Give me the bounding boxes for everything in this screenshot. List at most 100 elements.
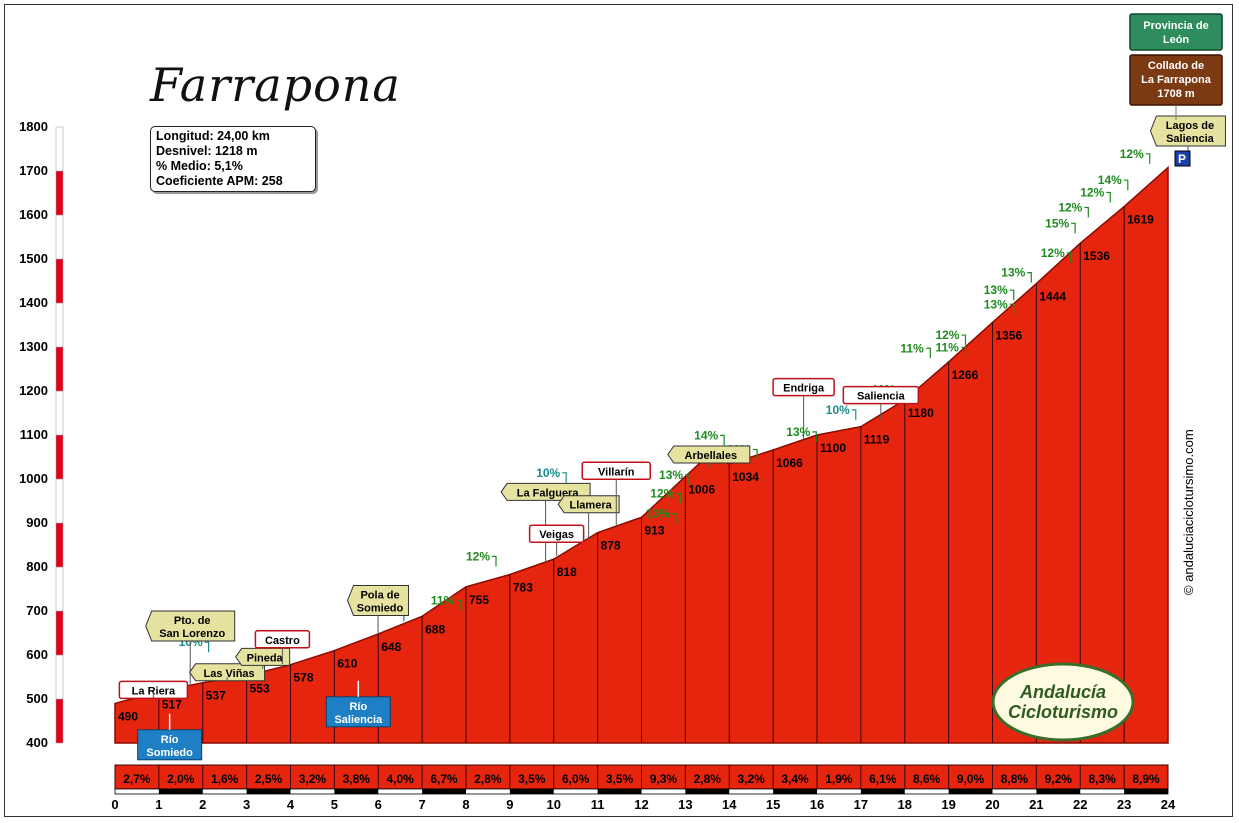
km-ruler-band: [422, 789, 466, 794]
segment-grade-label: 8,6%: [913, 772, 941, 786]
x-tick-label: 2: [199, 797, 206, 812]
place-sign-box: [145, 610, 236, 642]
x-tick-label: 19: [941, 797, 955, 812]
ramp-grade-label: 13%: [984, 297, 1008, 311]
summit-name-text: Collado de: [1148, 60, 1204, 72]
x-tick-label: 1: [155, 797, 162, 812]
km-elevation-label: 913: [645, 523, 665, 537]
km-elevation-label: 517: [162, 698, 182, 712]
km-ruler-band: [773, 789, 817, 794]
place-sign-box: [557, 495, 620, 514]
x-tick-label: 4: [287, 797, 295, 812]
y-scale-band: [55, 302, 64, 348]
x-tick-label: 16: [810, 797, 824, 812]
y-scale-band: [55, 170, 64, 216]
ramp-arrow: [1027, 272, 1032, 283]
ramp-arrow: [851, 409, 857, 420]
km-elevation-label: 1266: [952, 368, 979, 382]
ramp-arrow: [961, 334, 967, 346]
km-ruler-band: [158, 789, 203, 794]
place-name-text: Arbellales: [685, 450, 738, 462]
place-name-text: Castro: [265, 635, 300, 647]
km-ruler-band: [334, 789, 379, 794]
segment-grade-label: 2,7%: [123, 772, 151, 786]
x-tick-label: 7: [419, 797, 426, 812]
x-tick-label: 3: [243, 797, 250, 812]
segment-grade-label: 2,5%: [255, 772, 283, 786]
parking-icon: [1174, 150, 1191, 167]
km-elevation-label: 578: [294, 671, 314, 685]
river-name-text: Somiedo: [146, 747, 193, 759]
y-tick-label: 700: [26, 603, 48, 618]
place-name-text: Somiedo: [357, 602, 404, 614]
km-elevation-label: 1619: [1127, 213, 1154, 227]
chart-title: Farrapona: [150, 58, 401, 112]
summit-name-text: La Farrapona: [1141, 74, 1212, 86]
x-tick-label: 17: [854, 797, 868, 812]
km-elevation-label: 688: [425, 622, 445, 636]
y-scale-band: [55, 654, 64, 700]
segment-grade-label: 9,3%: [650, 772, 678, 786]
segment-grade-label: 2,8%: [694, 772, 722, 786]
ramp-grade-label: 13%: [984, 283, 1008, 297]
segment-grade-label: 6,0%: [562, 772, 590, 786]
y-tick-label: 800: [26, 559, 48, 574]
y-tick-label: 600: [26, 647, 48, 662]
logo-ellipse: [991, 662, 1135, 742]
chart-frame: [4, 4, 1233, 817]
place-sign-box: [667, 445, 751, 464]
ramp-grade-label: 11%: [900, 341, 924, 355]
km-ruler-band: [948, 789, 993, 794]
y-scale-band: [55, 434, 64, 480]
summit-name-text: 1708 m: [1157, 88, 1195, 100]
km-elevation-label: 1034: [732, 470, 759, 484]
ramp-grade-label: 12%: [1120, 147, 1144, 161]
km-elevation-label: 1119: [864, 433, 890, 447]
y-scale-band: [55, 214, 64, 260]
km-ruler-band: [1124, 789, 1168, 794]
segment-grade-label: 9,0%: [957, 772, 985, 786]
segment-grade-label: 8,3%: [1089, 772, 1117, 786]
town-label: Endriga: [772, 377, 835, 439]
y-scale-band: [55, 522, 64, 568]
y-scale-band: [55, 390, 64, 436]
ramp-grade-label: 10%: [826, 403, 850, 417]
ramp-arrow: [676, 492, 681, 504]
x-tick-label: 5: [331, 797, 338, 812]
y-tick-label: 1300: [19, 339, 48, 354]
ramp-arrow: [562, 472, 567, 483]
km-elevation-label: 818: [557, 565, 577, 579]
y-tick-label: 1100: [20, 427, 48, 442]
site-credit: © andaluciaciclotursimo.com: [1181, 429, 1196, 595]
km-elevation-label: 1356: [996, 328, 1023, 342]
km-elevation-label: 1006: [688, 482, 715, 496]
km-elevation-label: 490: [118, 709, 138, 723]
y-tick-label: 400: [26, 735, 48, 750]
y-tick-label: 1600: [19, 207, 48, 222]
x-tick-label: 18: [898, 797, 912, 812]
town-label: Veigas: [528, 524, 585, 556]
ramp-arrow: [961, 346, 967, 358]
stats-box: Longitud: 24,00 km Desnivel: 1218 m % Me…: [150, 126, 316, 192]
river-name-text: Saliencia: [334, 714, 383, 726]
x-tick-label: 14: [722, 797, 737, 812]
segment-grade-label: 3,8%: [343, 772, 371, 786]
town-label: Castro: [254, 630, 311, 664]
ramp-grade-label: 14%: [694, 428, 718, 442]
y-scale-band: [55, 610, 64, 656]
km-elevation-label: 783: [513, 580, 533, 594]
stat-length: Longitud: 24,00 km: [156, 129, 270, 143]
x-tick-label: 15: [766, 797, 780, 812]
place-sign-box: [346, 584, 410, 616]
x-tick-label: 10: [547, 797, 561, 812]
km-ruler-band: [1036, 789, 1081, 794]
place-name-text: San Lorenzo: [159, 628, 225, 640]
ramp-grade-label: 10%: [536, 466, 560, 480]
segment-grade-label: 4,0%: [387, 772, 415, 786]
ramp-arrow: [492, 555, 497, 567]
km-elevation-label: 610: [337, 657, 357, 671]
segment-grade-label: 1,9%: [825, 772, 853, 786]
